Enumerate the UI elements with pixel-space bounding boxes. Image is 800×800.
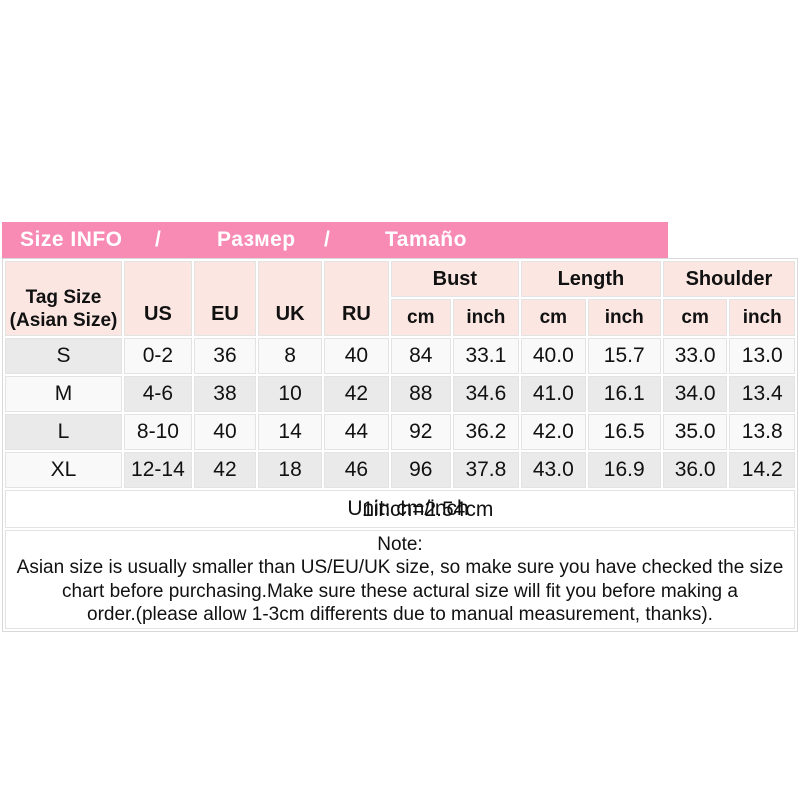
- value-cell: 15.7: [587, 338, 661, 374]
- col-header-ru: RU: [324, 261, 389, 336]
- value-cell: 18: [258, 452, 323, 488]
- size-table: Tag Size (Asian Size) US EU UK RU Bust L…: [2, 258, 798, 632]
- value-cell: 13.4: [729, 376, 795, 412]
- value-cell: 14: [258, 414, 323, 450]
- value-cell: 44: [324, 414, 389, 450]
- group-header-bust: Bust: [390, 261, 519, 297]
- value-cell: 42.0: [520, 414, 586, 450]
- value-cell: 13.8: [729, 414, 795, 450]
- subheader-bust-cm: cm: [390, 299, 451, 336]
- value-cell: 36: [193, 338, 257, 374]
- unit-row: Unit: cm/inch 1inch=2.54cm: [5, 490, 795, 528]
- tag-size-cell: M: [5, 376, 123, 412]
- note-row: Note: Asian size is usually smaller than…: [5, 530, 795, 629]
- value-cell: 92: [390, 414, 451, 450]
- value-cell: 8: [258, 338, 323, 374]
- value-cell: 40.0: [520, 338, 586, 374]
- value-cell: 14.2: [729, 452, 795, 488]
- group-header-shoulder: Shoulder: [662, 261, 795, 297]
- corner-header-line1: Tag Size: [25, 287, 102, 309]
- value-cell: 34.6: [452, 376, 519, 412]
- value-cell: 16.9: [587, 452, 661, 488]
- corner-header-tag-size: Tag Size (Asian Size): [5, 261, 123, 336]
- banner-separator: /: [324, 228, 331, 251]
- subheader-bust-inch: inch: [452, 299, 519, 336]
- size-info-banner: Size INFO / Размер / Tamaño: [2, 222, 668, 258]
- note-line-1: Asian size is usually smaller than US/EU…: [16, 557, 784, 579]
- tag-size-cell: L: [5, 414, 123, 450]
- unit-label: Unit: cm/inch: [347, 497, 469, 520]
- banner-title-en: Size INFO: [20, 228, 123, 251]
- corner-header-line2: (Asian Size): [9, 309, 118, 331]
- value-cell: 10: [258, 376, 323, 412]
- value-cell: 16.1: [587, 376, 661, 412]
- col-header-uk: UK: [258, 261, 323, 336]
- table-row-s: S 0-2 36 8 40 84 33.1 40.0 15.7 33.0 13.…: [5, 338, 795, 374]
- value-cell: 41.0: [520, 376, 586, 412]
- value-cell: 8-10: [124, 414, 192, 450]
- note-title: Note:: [377, 534, 423, 556]
- value-cell: 4-6: [124, 376, 192, 412]
- value-cell: 34.0: [662, 376, 728, 412]
- banner-separator: /: [155, 228, 162, 251]
- value-cell: 12-14: [124, 452, 192, 488]
- subheader-length-cm: cm: [520, 299, 586, 336]
- value-cell: 16.5: [587, 414, 661, 450]
- value-cell: 96: [390, 452, 451, 488]
- inch-conversion: 1inch=2.54cm: [362, 498, 494, 521]
- value-cell: 36.2: [452, 414, 519, 450]
- value-cell: 33.1: [452, 338, 519, 374]
- subheader-shoulder-inch: inch: [729, 299, 795, 336]
- value-cell: 36.0: [662, 452, 728, 488]
- size-table-wrapper: Tag Size (Asian Size) US EU UK RU Bust L…: [2, 258, 798, 632]
- table-row-xl: XL 12-14 42 18 46 96 37.8 43.0 16.9 36.0…: [5, 452, 795, 488]
- subheader-shoulder-cm: cm: [662, 299, 728, 336]
- subheader-length-inch: inch: [587, 299, 661, 336]
- value-cell: 46: [324, 452, 389, 488]
- value-cell: 42: [193, 452, 257, 488]
- value-cell: 40: [193, 414, 257, 450]
- value-cell: 37.8: [452, 452, 519, 488]
- value-cell: 35.0: [662, 414, 728, 450]
- note-cell: Note: Asian size is usually smaller than…: [5, 530, 795, 629]
- value-cell: 43.0: [520, 452, 586, 488]
- note-line-3: order.(please allow 1-3cm differents due…: [87, 603, 713, 625]
- col-header-us: US: [124, 261, 192, 336]
- table-header-row-groups: Tag Size (Asian Size) US EU UK RU Bust L…: [5, 261, 795, 336]
- tag-size-cell: S: [5, 338, 123, 374]
- unit-cell: Unit: cm/inch 1inch=2.54cm: [5, 490, 795, 528]
- table-row-l: L 8-10 40 14 44 92 36.2 42.0 16.5 35.0 1…: [5, 414, 795, 450]
- value-cell: 33.0: [662, 338, 728, 374]
- table-header-row-units: cm inch cm inch cm inch: [5, 299, 795, 336]
- col-header-eu: EU: [193, 261, 257, 336]
- group-header-length: Length: [520, 261, 661, 297]
- value-cell: 13.0: [729, 338, 795, 374]
- value-cell: 38: [193, 376, 257, 412]
- banner-title-ru: Размер: [217, 228, 296, 251]
- value-cell: 84: [390, 338, 451, 374]
- note-line-2: chart before purchasing.Make sure these …: [62, 580, 738, 602]
- tag-size-cell: XL: [5, 452, 123, 488]
- value-cell: 0-2: [124, 338, 192, 374]
- table-row-m: M 4-6 38 10 42 88 34.6 41.0 16.1 34.0 13…: [5, 376, 795, 412]
- banner-title-es: Tamaño: [385, 228, 467, 251]
- value-cell: 88: [390, 376, 451, 412]
- value-cell: 40: [324, 338, 389, 374]
- value-cell: 42: [324, 376, 389, 412]
